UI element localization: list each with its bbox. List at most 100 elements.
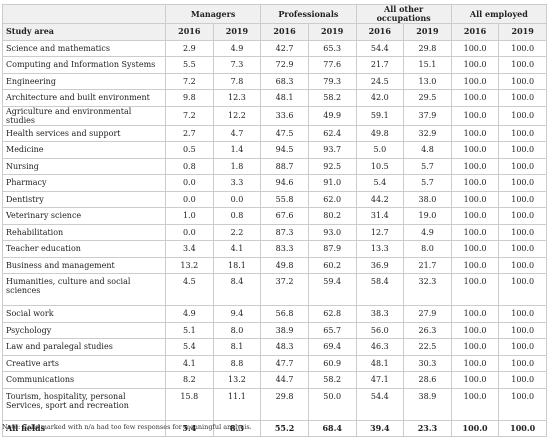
- value-cell: 13.3: [355, 240, 405, 258]
- group-header-row: Managers Professionals All other occupatio…: [2, 4, 548, 24]
- table-row: Computing and Information Systems 5.5 7.3 7…: [2, 56, 547, 74]
- value-cell: 37.9: [403, 105, 452, 126]
- value-cell: 100.0: [450, 141, 500, 159]
- value-cell: 100.0: [498, 273, 547, 306]
- value-cell: 100.0: [498, 419, 547, 437]
- value-cell: 100.0: [450, 157, 500, 175]
- value-cell: 93.0: [307, 223, 357, 241]
- value-cell: 0.5: [165, 141, 214, 159]
- value-cell: 19.0: [403, 207, 452, 225]
- value-cell: 4.1: [165, 354, 214, 372]
- table-row: Rehabilitation 0.0 2.2 87.3 93.0 12.7 4.9 100.0…: [2, 223, 547, 241]
- value-cell: 4.9: [403, 223, 452, 241]
- value-cell: 5.5: [165, 56, 214, 74]
- table-row: Nursing 0.8 1.8 88.7 92.5 10.5 5.7 100.0 100.0: [2, 157, 547, 175]
- value-cell: 32.3: [403, 273, 452, 306]
- value-cell: 48.1: [355, 354, 405, 372]
- table-row: Teacher education 3.4 4.1 83.3 87.9 13.3 8.0 10…: [2, 240, 547, 258]
- value-cell: 4.5: [165, 273, 214, 306]
- value-cell: 68.4: [307, 419, 357, 437]
- value-cell: 36.9: [355, 256, 405, 274]
- value-cell: 0.8: [212, 207, 262, 225]
- table-head: Managers Professionals All other occupatio…: [2, 4, 548, 41]
- value-cell: 13.2: [165, 256, 214, 274]
- value-cell: 100.0: [450, 190, 500, 208]
- table-row: Architecture and built environment 9.8 12.…: [2, 89, 547, 107]
- value-cell: 12.3: [212, 89, 262, 107]
- table-row: Business and management 13.2 18.1 49.8 60.2 3…: [2, 256, 547, 274]
- value-cell: 37.2: [260, 273, 309, 306]
- study-area: Medicine: [2, 141, 166, 159]
- value-cell: 42.7: [260, 39, 309, 57]
- year-header: 2019: [403, 23, 452, 41]
- value-cell: 21.7: [403, 256, 452, 274]
- value-cell: 0.8: [165, 157, 214, 175]
- value-cell: 8.2: [165, 371, 214, 389]
- value-cell: 100.0: [450, 207, 500, 225]
- value-cell: 77.6: [307, 56, 357, 74]
- value-cell: 100.0: [498, 207, 547, 225]
- value-cell: 21.7: [355, 56, 405, 74]
- value-cell: 83.3: [260, 240, 309, 258]
- value-cell: 79.3: [307, 72, 357, 90]
- value-cell: 100.0: [450, 39, 500, 57]
- value-cell: 87.3: [260, 223, 309, 241]
- value-cell: 47.5: [260, 124, 309, 142]
- value-cell: 8.0: [403, 240, 452, 258]
- value-cell: 91.0: [307, 174, 357, 192]
- value-cell: 100.0: [498, 174, 547, 192]
- value-cell: 100.0: [450, 256, 500, 274]
- value-cell: 5.4: [355, 174, 405, 192]
- value-cell: 100.0: [450, 240, 500, 258]
- value-cell: 100.0: [498, 354, 547, 372]
- value-cell: 93.7: [307, 141, 357, 159]
- value-cell: 100.0: [498, 256, 547, 274]
- year-header: 2016: [260, 23, 309, 41]
- value-cell: 100.0: [498, 157, 547, 175]
- value-cell: 7.2: [165, 72, 214, 90]
- value-cell: 0.0: [212, 190, 262, 208]
- value-cell: 100.0: [450, 338, 500, 356]
- value-cell: 100.0: [498, 240, 547, 258]
- study-area: Pharmacy: [2, 174, 166, 192]
- table-row: Law and paralegal studies 5.4 8.1 48.3 69.4 4…: [2, 338, 547, 356]
- value-cell: 15.1: [403, 56, 452, 74]
- value-cell: 26.3: [403, 321, 452, 339]
- value-cell: 80.2: [307, 207, 357, 225]
- study-area: Nursing: [2, 157, 166, 175]
- study-area: Computing and Information Systems: [2, 56, 166, 74]
- value-cell: 100.0: [498, 72, 547, 90]
- value-cell: 9.8: [165, 89, 214, 107]
- value-cell: 100.0: [450, 354, 500, 372]
- value-cell: 0.0: [165, 223, 214, 241]
- value-cell: 12.7: [355, 223, 405, 241]
- value-cell: 100.0: [498, 141, 547, 159]
- table-row: Engineering 7.2 7.8 68.3 79.3 24.5 13.0 100.0 10…: [2, 72, 547, 90]
- value-cell: 100.0: [498, 371, 547, 389]
- study-area: Architecture and built environment: [2, 89, 166, 107]
- value-cell: 62.0: [307, 190, 357, 208]
- study-area: Health services and support: [2, 124, 166, 142]
- value-cell: 13.0: [403, 72, 452, 90]
- value-cell: 18.1: [212, 256, 262, 274]
- value-cell: 100.0: [498, 89, 547, 107]
- data-table: Managers Professionals All other occupatio…: [2, 4, 548, 437]
- study-area: Creative arts: [2, 354, 166, 372]
- value-cell: 2.9: [165, 39, 214, 57]
- value-cell: 65.3: [307, 39, 357, 57]
- value-cell: 30.3: [403, 354, 452, 372]
- value-cell: 58.2: [307, 371, 357, 389]
- value-cell: 100.0: [450, 419, 500, 437]
- corner-cell: [2, 4, 166, 24]
- value-cell: 4.1: [212, 240, 262, 258]
- value-cell: 0.0: [165, 190, 214, 208]
- value-cell: 3.4: [165, 240, 214, 258]
- value-cell: 100.0: [450, 223, 500, 241]
- table-row: Tourism, hospitality, personal Services,…: [2, 387, 547, 421]
- study-area: Tourism, hospitality, personal Services,…: [2, 387, 166, 421]
- value-cell: 29.8: [260, 387, 309, 421]
- value-cell: 100.0: [450, 305, 500, 323]
- value-cell: 100.0: [498, 105, 547, 126]
- value-cell: 5.7: [403, 157, 452, 175]
- value-cell: 62.8: [307, 305, 357, 323]
